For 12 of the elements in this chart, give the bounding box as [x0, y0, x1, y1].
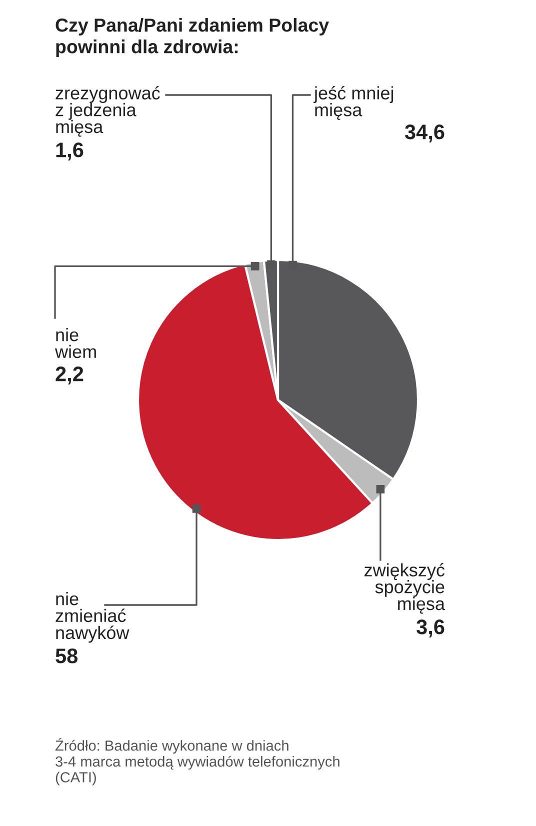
data-label: 3,6 [416, 620, 444, 638]
data-label: 34,6 [404, 124, 444, 142]
chart-title: Czy Pana/Pani zdaniem Polacy powinni dla zdrowia: [56, 18, 329, 58]
slice-label: nie wiem [54, 328, 96, 358]
data-label: 2,2 [56, 366, 84, 384]
slice-label: jeść mniej mięsa [314, 86, 394, 120]
data-label: 1,6 [56, 142, 84, 160]
slice-label: zwiększyć spożycie mięsa [364, 563, 445, 614]
slice-label: zrezygnować z jedzenia mięsa [56, 86, 160, 137]
slice-label: nie zmieniać nawyków [56, 592, 130, 643]
data-label: 58 [56, 648, 78, 664]
text: Źródło: Badanie wykonane w dniach 3-4 marca metodą wywiadów telefonicznych (CATI) [55, 738, 340, 786]
